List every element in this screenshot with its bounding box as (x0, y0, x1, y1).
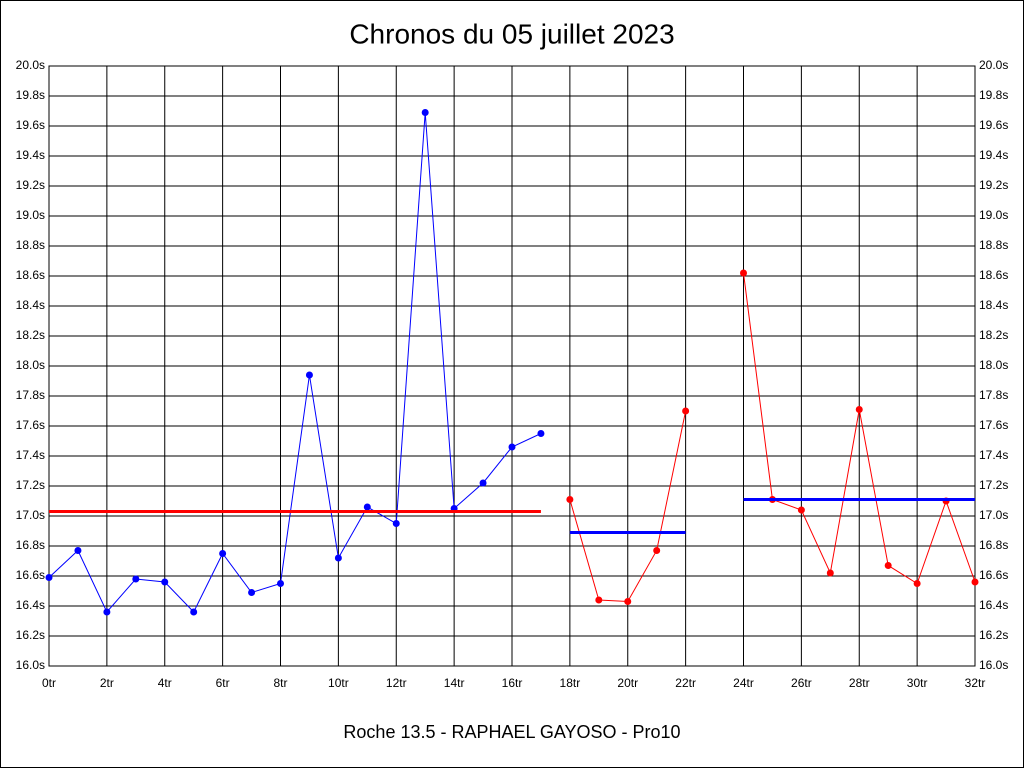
x-tick-label: 32tr (965, 676, 986, 690)
lap-point (479, 479, 487, 487)
y-tick-label: 18.6s (16, 268, 45, 282)
y2-tick-label: 16.2s (979, 628, 1008, 642)
x-tick-label: 8tr (273, 676, 287, 690)
y2-tick-label: 18.0s (979, 358, 1008, 372)
x-tick-label: 24tr (733, 676, 754, 690)
lap-point (566, 496, 574, 503)
lap-point (595, 596, 603, 604)
x-tick-label: 10tr (328, 676, 349, 690)
x-tick-label: 14tr (444, 676, 465, 690)
lap-point (305, 371, 313, 379)
y-tick-label: 18.8s (16, 238, 45, 252)
y-tick-label: 16.0s (16, 658, 45, 672)
chart-footer: Roche 13.5 - RAPHAEL GAYOSO - Pro10 (343, 722, 680, 742)
y2-tick-label: 20.0s (979, 58, 1008, 72)
y2-tick-label: 16.8s (979, 538, 1008, 552)
x-tick-label: 22tr (675, 676, 696, 690)
y2-tick-label: 17.0s (979, 508, 1008, 522)
chart-title: Chronos du 05 juillet 2023 (349, 18, 674, 49)
y-tick-label: 17.2s (16, 478, 45, 492)
lap-point (537, 430, 545, 437)
lap-point (392, 520, 400, 527)
lap-point (884, 562, 892, 569)
y2-tick-label: 16.6s (979, 568, 1008, 582)
x-tick-label: 6tr (216, 676, 230, 690)
lap-point (913, 580, 921, 587)
x-tick-label: 26tr (791, 676, 812, 690)
y2-tick-label: 19.8s (979, 88, 1008, 102)
lap-point (74, 547, 82, 554)
y-tick-label: 19.4s (16, 148, 45, 162)
plot-frame (48, 65, 976, 667)
y2-tick-label: 19.0s (979, 208, 1008, 222)
y-tick-label: 17.6s (16, 418, 45, 432)
x-tick-label: 16tr (502, 676, 523, 690)
lap-point (624, 598, 632, 605)
lap-point (508, 443, 516, 451)
lap-point (190, 608, 198, 616)
lap-point (103, 608, 111, 616)
y-tick-label: 19.2s (16, 178, 45, 192)
lap-line (48, 112, 542, 613)
lap-point (363, 503, 371, 511)
y-tick-label: 19.8s (16, 88, 45, 102)
lap-point (161, 578, 169, 586)
y-tick-label: 18.2s (16, 328, 45, 342)
lap-point (682, 407, 690, 415)
y2-tick-label: 18.2s (979, 328, 1008, 342)
lap-point (421, 109, 429, 116)
y-tick-label: 18.4s (16, 298, 45, 312)
x-tick-label: 4tr (158, 676, 172, 690)
y2-tick-label: 17.8s (979, 388, 1008, 402)
x-tick-label: 0tr (42, 676, 56, 690)
y2-tick-label: 16.0s (979, 658, 1008, 672)
x-tick-label: 28tr (849, 676, 870, 690)
y2-tick-label: 17.4s (979, 448, 1008, 462)
y-tick-label: 17.0s (16, 508, 45, 522)
y-tick-label: 16.6s (16, 568, 45, 582)
y2-tick-label: 18.4s (979, 298, 1008, 312)
lap-point (277, 580, 284, 587)
y2-tick-label: 16.4s (979, 598, 1008, 612)
y-tick-label: 18.0s (16, 358, 45, 372)
lap-point (132, 575, 140, 583)
lap-point (971, 578, 979, 586)
lap-point (45, 574, 53, 581)
x-tick-label: 20tr (617, 676, 638, 690)
lap-point (334, 554, 342, 562)
y2-tick-label: 19.2s (979, 178, 1008, 192)
y2-tick-label: 17.2s (979, 478, 1008, 492)
y2-tick-label: 19.6s (979, 118, 1008, 132)
lap-point (248, 589, 256, 596)
y-tick-label: 17.4s (16, 448, 45, 462)
y2-tick-label: 18.6s (979, 268, 1008, 282)
y-tick-label: 19.0s (16, 208, 45, 222)
y-tick-label: 20.0s (16, 58, 45, 72)
lap-point (219, 550, 227, 557)
x-tick-label: 12tr (386, 676, 407, 690)
y-tick-label: 19.6s (16, 118, 45, 132)
y2-tick-label: 18.8s (979, 238, 1008, 252)
y2-tick-label: 17.6s (979, 418, 1008, 432)
x-tick-label: 18tr (560, 676, 581, 690)
x-tick-label: 30tr (907, 676, 928, 690)
y-tick-label: 17.8s (16, 388, 45, 402)
y-tick-label: 16.2s (16, 628, 45, 642)
lap-point (740, 269, 747, 277)
lap-point (826, 569, 834, 577)
lap-point (855, 406, 863, 413)
lap-point (797, 506, 805, 514)
x-tick-label: 2tr (100, 676, 114, 690)
y-tick-label: 16.4s (16, 598, 45, 612)
y-tick-label: 16.8s (16, 538, 45, 552)
lap-point (653, 547, 661, 554)
y2-tick-label: 19.4s (979, 148, 1008, 162)
